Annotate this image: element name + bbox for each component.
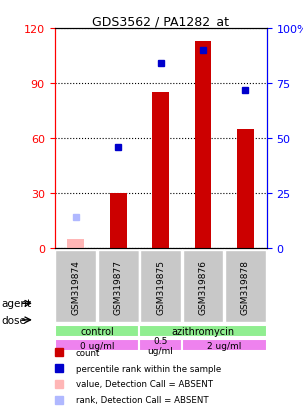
Bar (152, 93, 169, 249)
Text: GSM319876: GSM319876 (198, 259, 208, 314)
FancyBboxPatch shape (140, 250, 181, 323)
Text: control: control (80, 326, 114, 336)
Text: agent: agent (2, 299, 32, 309)
Text: 2 ug/ml: 2 ug/ml (207, 341, 241, 350)
FancyBboxPatch shape (225, 250, 266, 323)
FancyBboxPatch shape (182, 339, 267, 351)
Text: GSM319878: GSM319878 (241, 259, 250, 314)
Text: 0 ug/ml: 0 ug/ml (80, 341, 114, 350)
Text: count: count (76, 348, 100, 357)
Text: GSM319875: GSM319875 (156, 259, 165, 314)
FancyBboxPatch shape (139, 339, 182, 351)
FancyBboxPatch shape (139, 325, 267, 337)
Title: GDS3562 / PA1282_at: GDS3562 / PA1282_at (92, 15, 229, 28)
Text: percentile rank within the sample: percentile rank within the sample (76, 364, 221, 373)
Text: azithromycin: azithromycin (171, 326, 235, 336)
Bar (67, 240, 84, 249)
FancyBboxPatch shape (55, 250, 96, 323)
Text: value, Detection Call = ABSENT: value, Detection Call = ABSENT (76, 380, 213, 389)
Bar (110, 194, 127, 249)
FancyBboxPatch shape (55, 325, 139, 337)
Text: GSM319877: GSM319877 (114, 259, 123, 314)
Text: 0.5
ug/ml: 0.5 ug/ml (148, 336, 174, 355)
Bar (237, 130, 254, 249)
Text: GSM319874: GSM319874 (71, 259, 80, 314)
FancyBboxPatch shape (55, 339, 139, 351)
Text: dose: dose (2, 315, 26, 325)
Text: rank, Detection Call = ABSENT: rank, Detection Call = ABSENT (76, 395, 208, 404)
FancyBboxPatch shape (183, 250, 223, 323)
FancyBboxPatch shape (98, 250, 138, 323)
Bar (195, 42, 211, 249)
